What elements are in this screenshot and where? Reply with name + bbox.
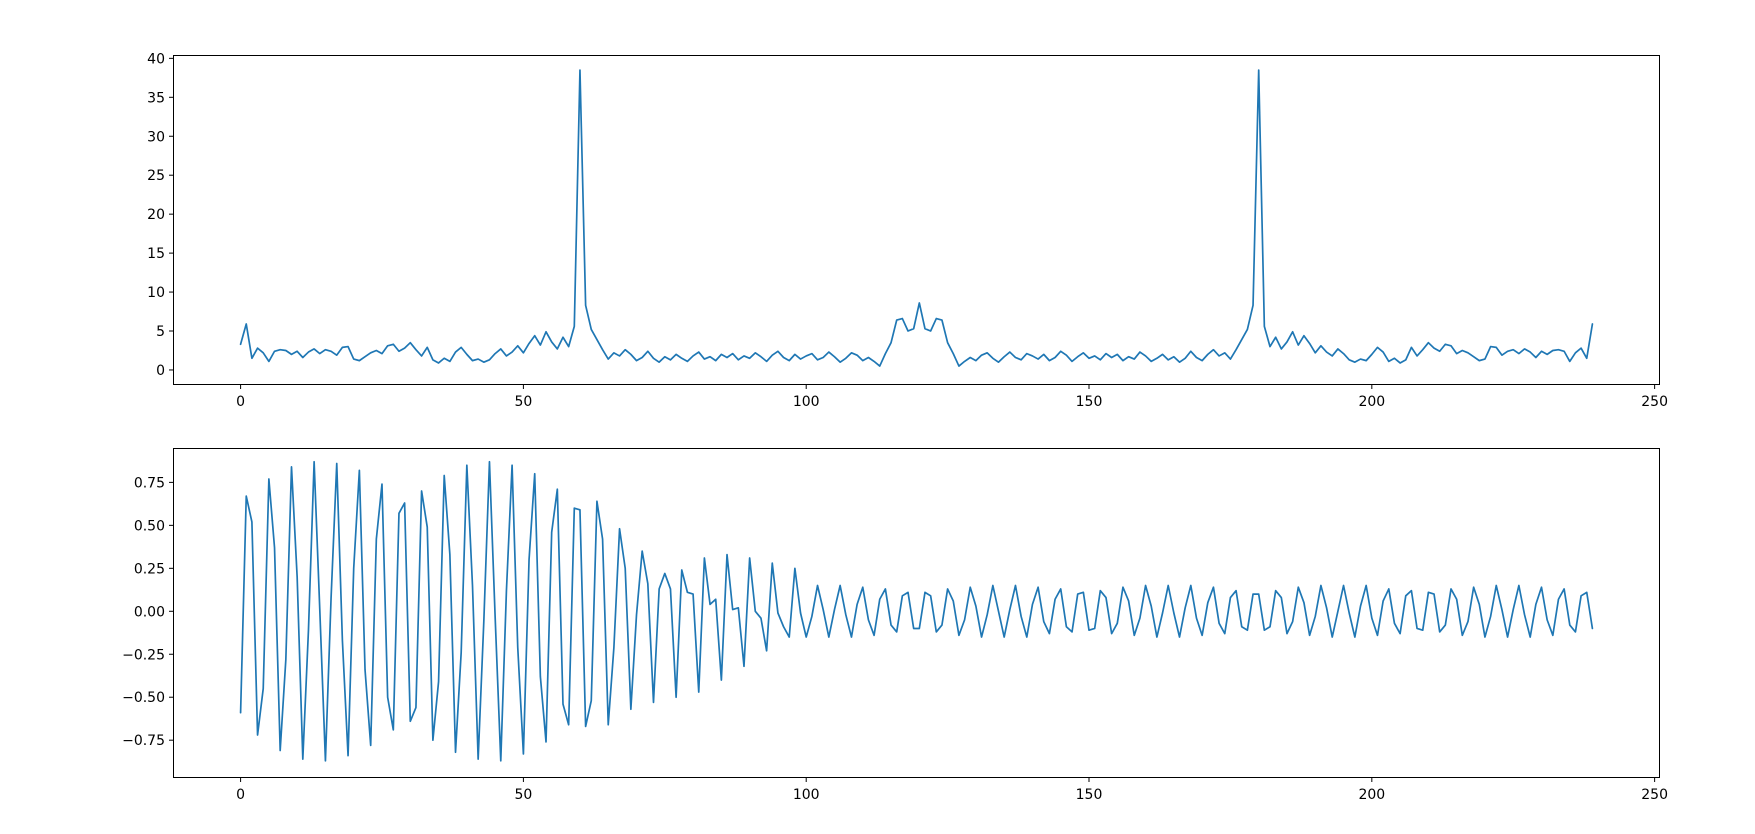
axes-frame: [173, 448, 1660, 778]
y-tick-label: 0: [156, 363, 165, 379]
x-tick-label: 0: [236, 787, 245, 803]
spectrum-plot: 0 50 100 150 200 250 0 5 10 15 20 25 30 35 40: [147, 51, 1668, 410]
y-tick-label: 5: [156, 324, 165, 340]
x-tick-label: 0: [236, 394, 245, 410]
y-tick-label: 35: [147, 90, 165, 106]
x-tick-label: 150: [1076, 787, 1103, 803]
waveform-plot: 0 50 100 150 200 250 0.75 0.50 0.25 0.00 −0.25 −0.5…: [122, 448, 1668, 803]
x-tick-label: 250: [1641, 394, 1668, 410]
x-tick-label: 250: [1641, 787, 1668, 803]
x-tick-label: 200: [1358, 787, 1385, 803]
axes-frame: [173, 55, 1660, 385]
x-tick-label: 50: [514, 394, 532, 410]
x-tick-label: 150: [1076, 394, 1103, 410]
y-tick-label: 0.50: [134, 518, 165, 534]
y-tick-label: 0.75: [134, 475, 165, 491]
y-tick-label: 20: [147, 207, 165, 223]
y-tick-label: 10: [147, 285, 165, 301]
spectrum-line: [239, 69, 1594, 367]
y-tick-label: −0.25: [122, 647, 165, 663]
y-tick-label: −0.75: [122, 733, 165, 749]
x-tick-label: 200: [1358, 394, 1385, 410]
waveform-svg: 0 50 100 150 200 250 0.75 0.50 0.25 0.00 −0.25 −0.5…: [122, 448, 1668, 803]
y-tick-label: 15: [147, 246, 165, 262]
x-tick-label: 100: [793, 787, 820, 803]
y-tick-label: 0.00: [134, 604, 165, 620]
x-tick-label: 100: [793, 394, 820, 410]
y-tick-label: −0.50: [122, 690, 165, 706]
y-tick-label: 40: [147, 51, 165, 67]
y-tick-label: 0.25: [134, 561, 165, 577]
y-tick-label: 30: [147, 129, 165, 145]
y-tick-label: 25: [147, 168, 165, 184]
x-tick-label: 50: [514, 787, 532, 803]
waveform-line: [239, 460, 1594, 762]
spectrum-svg: 0 50 100 150 200 250 0 5 10 15 20 25 30 35 40: [147, 51, 1668, 410]
